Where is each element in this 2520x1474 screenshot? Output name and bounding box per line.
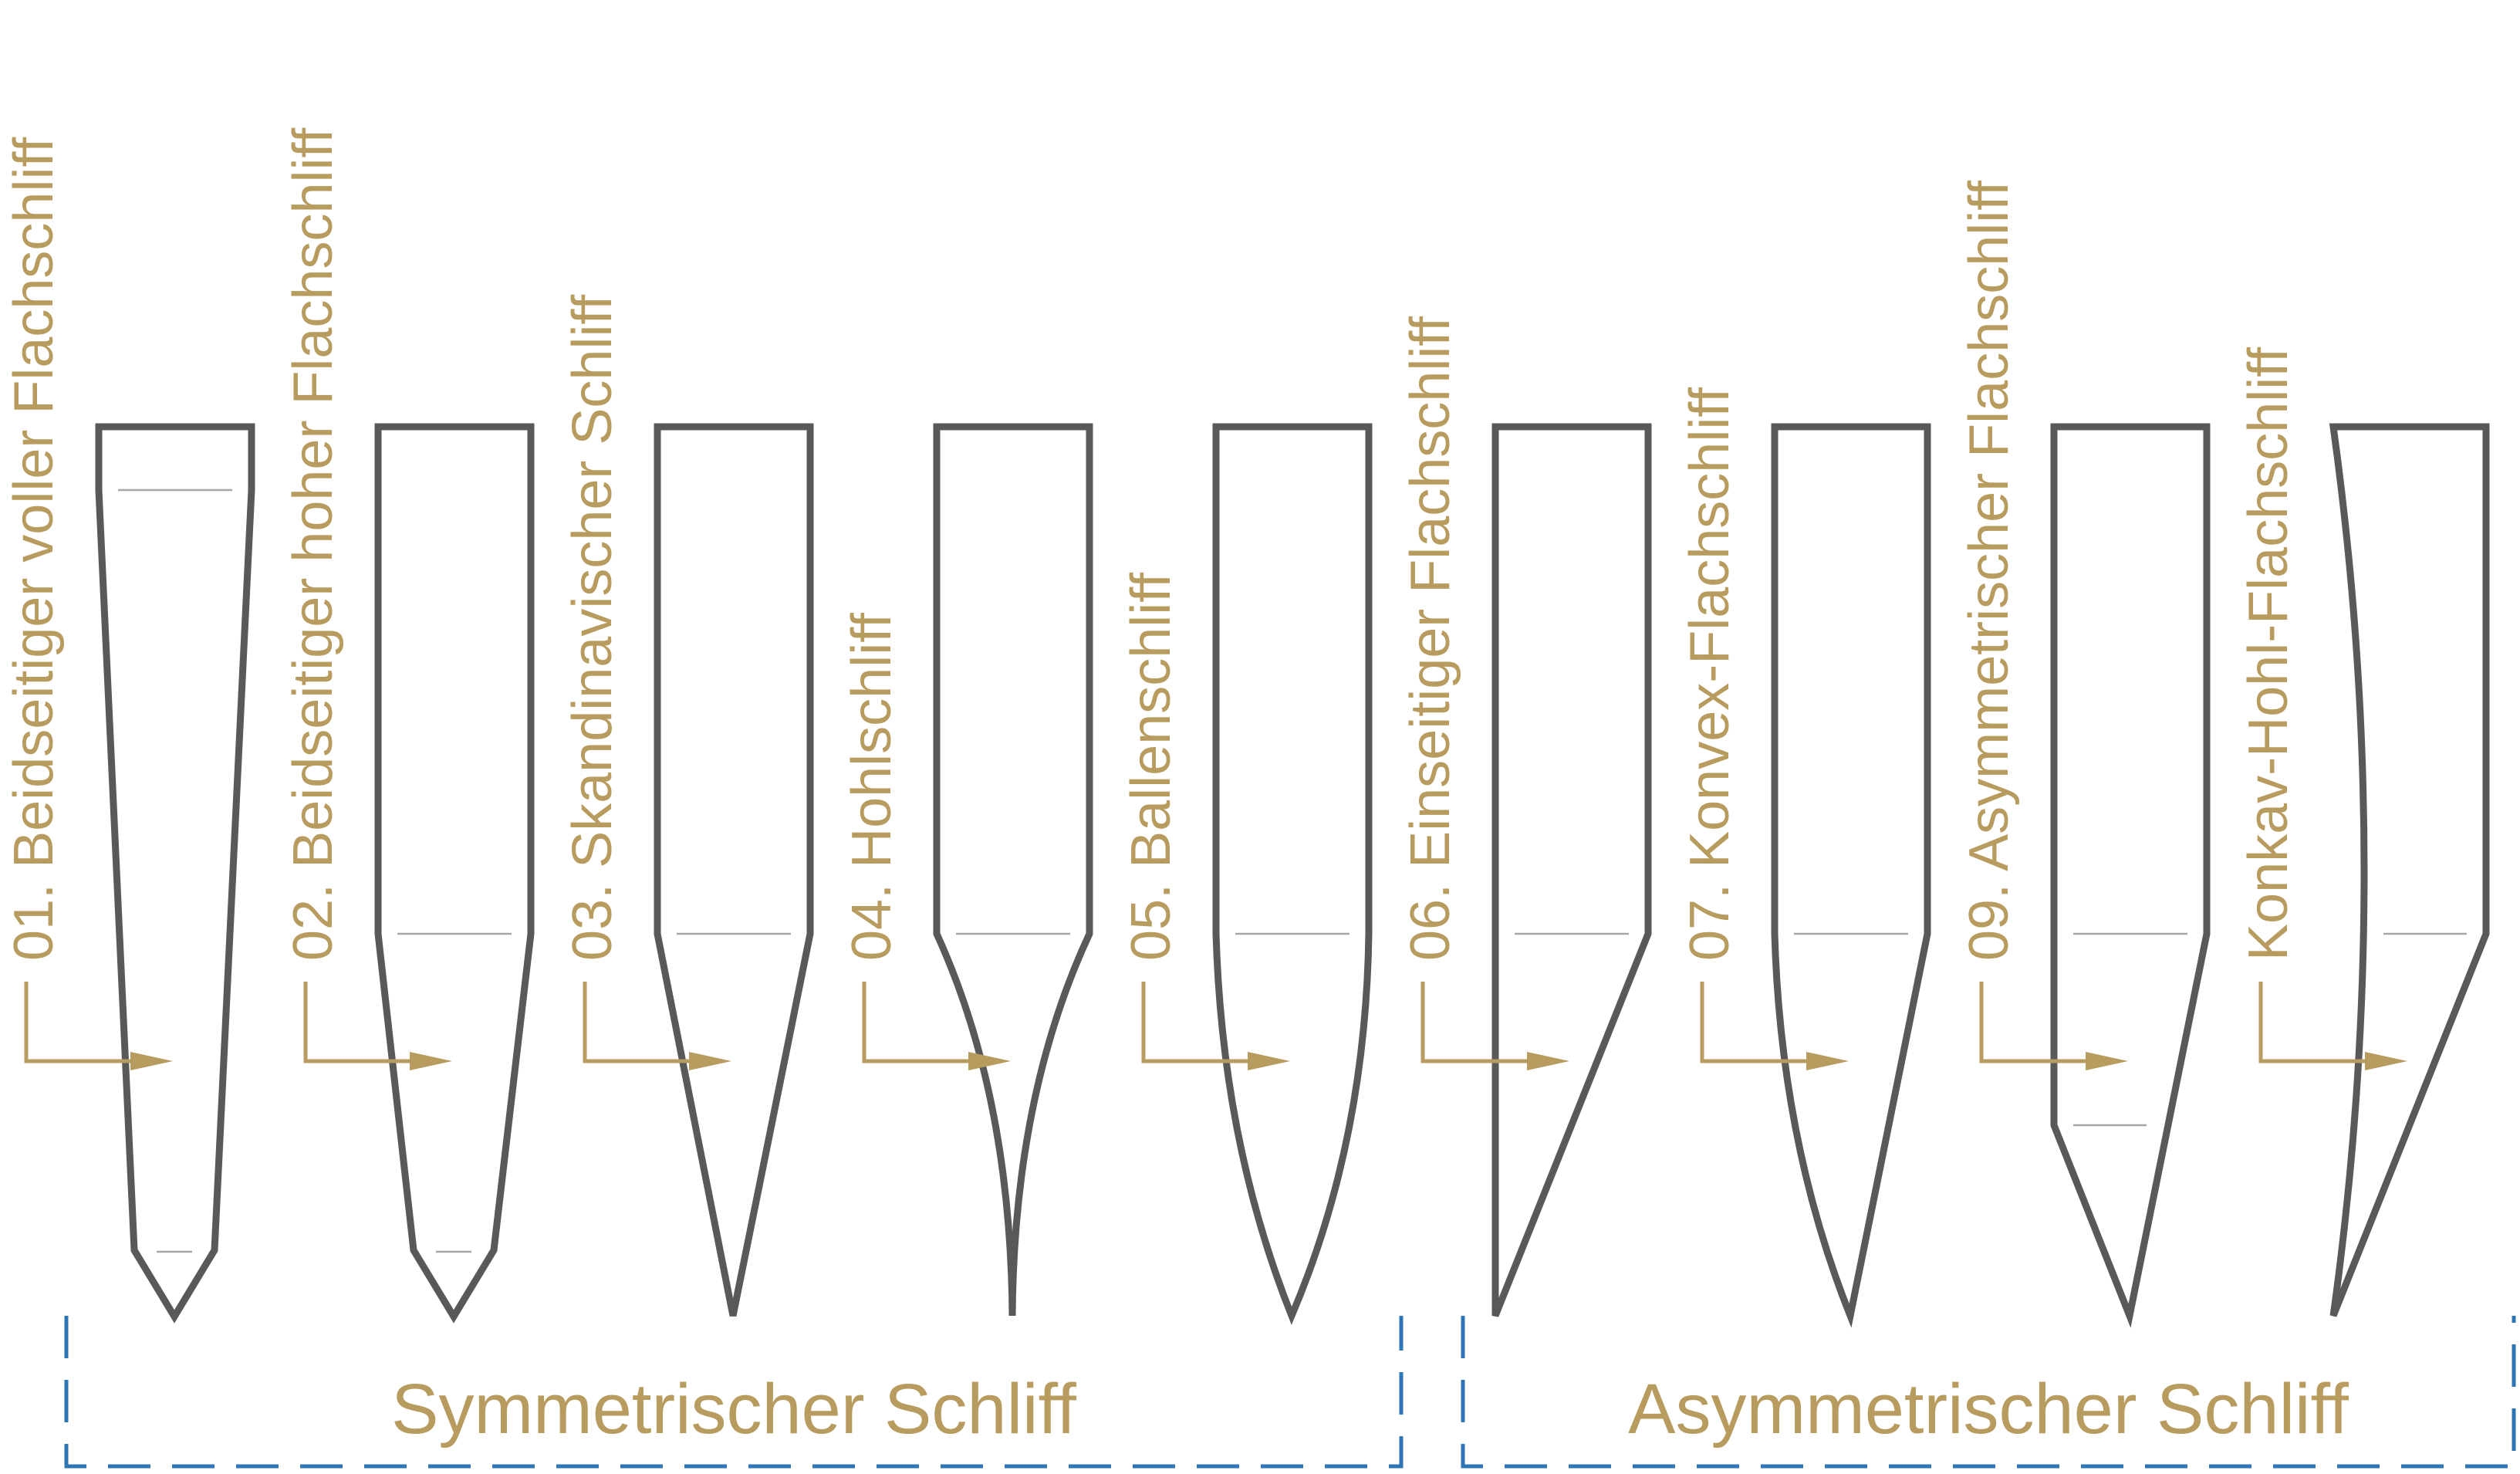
blade-profile-high-flat [374,423,535,1324]
group-brackets: Symmetrischer Schliff Asymmetrischer Schl… [64,1316,2516,1469]
arrowhead-icon [1527,1052,1569,1070]
arrowhead-icon [968,1052,1011,1070]
label-pointer [1700,982,1849,1070]
grind-label: 04. Hohlschliff [841,612,903,961]
label-pointer [1141,982,1290,1070]
label-pointer [24,982,173,1070]
grind-label: 06. Einseitiger Flachschliff [1400,316,1461,961]
label-pointer [1979,982,2128,1070]
arrowhead-icon [130,1052,173,1070]
label-pointer [583,982,731,1070]
grind-label: 07. Konvex-Flachschliff [1679,387,1741,961]
arrowhead-icon [2365,1052,2407,1070]
group-label: Asymmetrischer Schliff [1628,1370,2349,1449]
label-pointer [862,982,1011,1070]
grind-label: 03. Skandinavischer Schliff [562,294,623,961]
group-bracket: Asymmetrischer Schliff [1461,1316,2516,1469]
grind-labels: 01. Beidseitiger voller Flachschliff 02. … [3,127,2299,961]
blade-profile-convex-flat [1771,423,1931,1328]
arrowhead-icon [410,1052,452,1070]
blade-profile-scandi [654,423,814,1317]
label-pointer [2258,982,2407,1070]
blade-profile-concave-hollow-flat [2329,423,2490,1317]
blade-profiles [95,423,2490,1328]
blade-profile-asymmetric-flat [2050,423,2211,1328]
grind-label: 01. Beidseitiger voller Flachschliff [3,137,65,961]
arrowhead-icon [689,1052,731,1070]
grind-label: 05. Ballenschliff [1120,572,1182,961]
arrowhead-icon [2086,1052,2128,1070]
arrowhead-icon [1248,1052,1290,1070]
group-bracket: Symmetrischer Schliff [64,1316,1404,1469]
blade-profile-chisel [1491,423,1652,1317]
blade-profile-convex [1212,423,1373,1325]
grind-label: 02. Beidseitiger hoher Flachschliff [282,127,344,961]
label-pointer [1420,982,1569,1070]
label-pointers [24,982,2407,1070]
blade-profile-full-flat [95,423,255,1324]
grind-label: Konkav-Hohl-Flachschliff [2238,347,2299,961]
blade-profile-hollow [933,423,1093,1317]
label-pointer [303,982,452,1070]
grind-label: 09. Asymmetrischer Flachschliff [1958,180,2020,961]
arrowhead-icon [1806,1052,1849,1070]
group-label: Symmetrischer Schliff [391,1370,1076,1449]
